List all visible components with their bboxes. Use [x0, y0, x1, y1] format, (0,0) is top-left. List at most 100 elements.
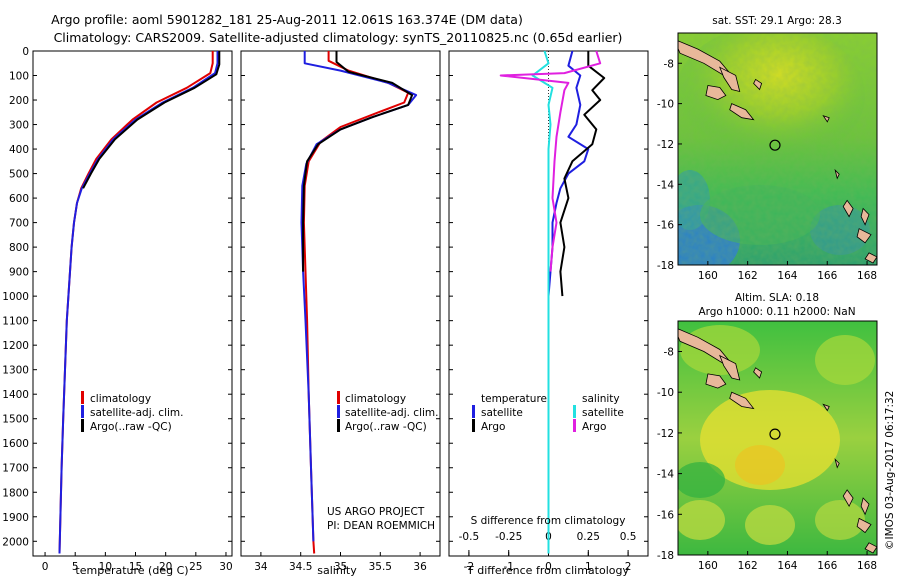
lat-tick-label: -8 — [664, 58, 674, 70]
island — [822, 114, 830, 123]
imos-credit: ©IMOS 03-Aug-2017 06:17:32 — [884, 391, 896, 550]
x-tick-label: -1 — [503, 561, 513, 573]
legend-s-argo: Argo — [582, 421, 606, 433]
difference-depth-ticks — [449, 50, 648, 542]
series-line-s-satellite — [531, 50, 554, 554]
temperature-legend: climatology satellite-adj. clim. Argo(..… — [81, 391, 183, 433]
x-tick-label: 25 — [189, 561, 202, 573]
island — [729, 103, 755, 121]
x-tick-label: 36 — [413, 561, 427, 573]
depth-tick-label: 800 — [9, 242, 29, 254]
sla-map-title1: Altim. SLA: 0.18 — [735, 292, 819, 304]
depth-tick-label: 1900 — [2, 512, 29, 524]
lon-tick-label: 160 — [698, 560, 718, 572]
lat-tick-label: -18 — [657, 260, 674, 272]
sla-field — [678, 321, 877, 555]
salinity-series — [300, 51, 418, 554]
x-tick-label: 30 — [219, 561, 232, 573]
legend-argo: Argo(..raw -QC) — [90, 421, 172, 433]
legend-climatology: climatology — [90, 393, 151, 405]
lon-tick-label: 166 — [817, 560, 837, 572]
legend-s-satellite: satellite — [582, 407, 624, 419]
lat-tick-label: -12 — [657, 139, 674, 151]
difference-panel: -2 -1 0 1 2-0.5 -0.25 0 0.25 0.5 T difference fr… — [448, 50, 649, 577]
lon-tick-label: 164 — [777, 560, 797, 572]
sla-map-title2: Argo h1000: 0.11 h2000: NaN — [698, 306, 855, 318]
legend-swatch-t-satellite — [472, 405, 475, 418]
island — [856, 517, 872, 534]
legend-swatch-argo — [81, 419, 84, 432]
argo-position-marker — [769, 139, 781, 151]
lon-tick-label: 168 — [857, 270, 877, 282]
depth-tick-label: 1100 — [2, 316, 29, 328]
salinity-tick-labels: 34 34.5 35 35.5 36 — [254, 552, 427, 573]
difference-series — [499, 50, 606, 554]
s-tick-label: -0.5 — [459, 531, 480, 543]
island — [842, 199, 854, 218]
sst-map-lon-ticks: 160 162 164 166 168 — [698, 261, 877, 282]
lon-tick-label: 162 — [738, 270, 758, 282]
x-tick-label: 0 — [545, 561, 552, 573]
island — [860, 497, 870, 516]
x-tick-label: 1 — [585, 561, 592, 573]
temperature-panel: 0100200300400500600700800900100011001200… — [2, 46, 232, 577]
island — [842, 489, 854, 508]
argo-position-marker — [769, 428, 781, 440]
difference-tick-labels: -2 -1 0 1 2-0.5 -0.25 0 0.25 0.5 — [459, 531, 637, 573]
series-line-s-argo — [499, 50, 602, 272]
lon-tick-label: 162 — [738, 560, 758, 572]
sst-map-lat-ticks: -8 -10 -12 -14 -16 -18 — [657, 58, 682, 272]
temperature-series — [58, 51, 221, 554]
depth-tick-label: 100 — [9, 71, 29, 83]
sla-map-lon-ticks: 160 162 164 166 168 — [698, 551, 877, 572]
x-tick-label: 2 — [625, 561, 632, 573]
legend-satellite: satellite-adj. clim. — [90, 407, 183, 419]
depth-tick-label: 1600 — [2, 438, 29, 450]
legend-t-argo: Argo — [481, 421, 505, 433]
legend-t-satellite: satellite — [481, 407, 523, 419]
island — [753, 78, 763, 91]
sla-land — [678, 328, 877, 554]
island — [856, 228, 872, 244]
lat-tick-label: -8 — [664, 347, 674, 359]
pi-annotation: PI: DEAN ROEMMICH — [327, 520, 435, 532]
depth-tick-label: 2000 — [2, 536, 29, 548]
lon-tick-label: 164 — [777, 270, 797, 282]
x-tick-label: 34.5 — [289, 561, 312, 573]
legend-swatch-s-argo — [573, 419, 576, 432]
lat-tick-label: -14 — [657, 469, 674, 481]
depth-tick-labels: 0 100 200 300 400 500 600 700 800 900 1000 1100 1200… — [2, 46, 232, 548]
island — [834, 168, 840, 180]
s-tick-label: 0.5 — [620, 531, 637, 543]
sst-map-frame — [677, 32, 878, 266]
depth-tick-label: 1200 — [2, 340, 29, 352]
depth-tick-label: 200 — [9, 95, 29, 107]
temperature-tick-labels: 0 5 10 15 20 25 30 — [42, 552, 233, 573]
lat-tick-label: -10 — [657, 99, 674, 111]
sst-map-title: sat. SST: 29.1 Argo: 28.3 — [712, 15, 842, 27]
project-annotation: US ARGO PROJECT — [327, 506, 425, 518]
lat-tick-label: -16 — [657, 509, 674, 521]
header-line2: Climatology: CARS2009. Satellite-adjuste… — [54, 30, 623, 45]
island — [705, 373, 727, 389]
depth-tick-label: 600 — [9, 193, 29, 205]
depth-tick-label: 1500 — [2, 414, 29, 426]
lat-tick-label: -16 — [657, 220, 674, 232]
lat-tick-label: -14 — [657, 179, 674, 191]
x-tick-label: 10 — [99, 561, 112, 573]
legend-salinity-heading: salinity — [582, 393, 620, 405]
lat-tick-label: -10 — [657, 387, 674, 399]
legend-swatch-t-argo — [472, 419, 475, 432]
s-tick-label: 0.25 — [577, 531, 600, 543]
lat-tick-label: -18 — [657, 550, 674, 562]
x-tick-label: 20 — [159, 561, 172, 573]
lon-tick-label: 166 — [817, 270, 837, 282]
series-line-t-satellite — [547, 50, 590, 554]
depth-tick-label: 0 — [22, 46, 29, 58]
island — [860, 207, 870, 226]
sst-map-panel: sat. SST: 29.1 Argo: 28.3 160 162 164 166 16… — [657, 15, 878, 282]
island — [719, 66, 741, 93]
depth-tick-label: 300 — [9, 120, 29, 132]
legend-swatch-climatology — [337, 391, 340, 404]
depth-tick-label: 1000 — [2, 291, 29, 303]
